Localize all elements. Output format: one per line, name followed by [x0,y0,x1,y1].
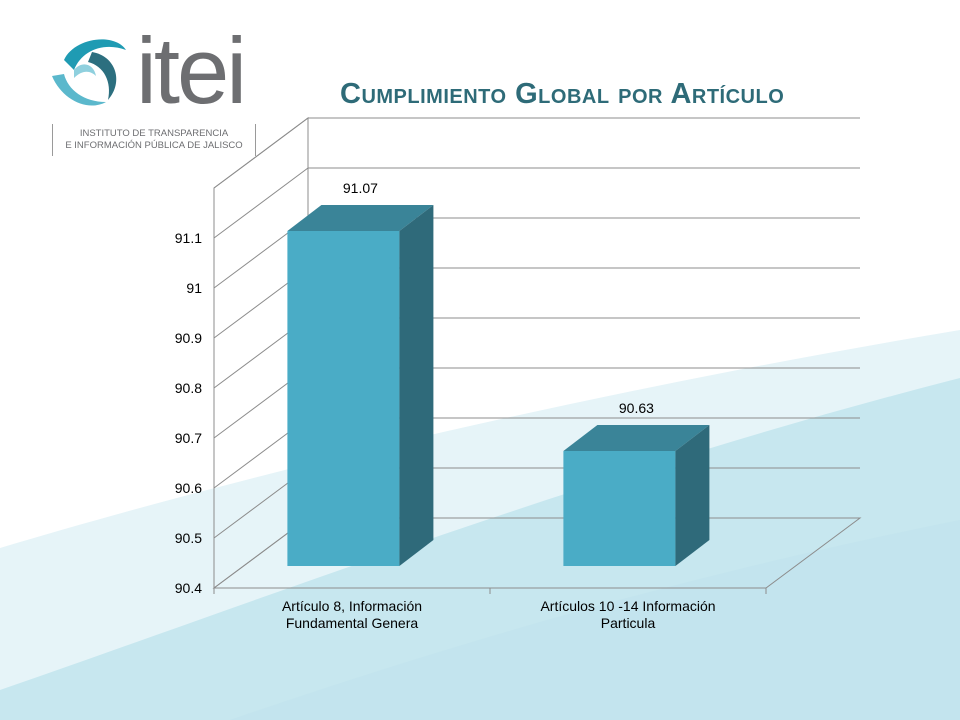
page-title: Cumplimiento Global por Artículo [340,78,785,110]
data-labels: 91.07 90.63 [343,180,654,416]
y-tick-label: 90.8 [175,380,202,396]
logo-subtitle-line2: E INFORMACIÓN PÚBLICA DE JALISCO [65,140,243,151]
y-tick-label: 90.4 [175,580,202,596]
data-label: 90.63 [619,400,654,416]
y-tick-label: 90.9 [175,330,202,346]
logo-wordmark: itei [136,18,247,123]
data-label: 91.07 [343,180,378,196]
y-axis-ticks: 90.4 90.5 90.6 90.7 90.8 90.9 91 91.1 [175,230,202,596]
bar-top [563,425,710,451]
itei-logo: itei INSTITUTO DE TRANSPARENCIA E INFORM… [44,24,264,160]
bar-front [563,451,676,566]
bar-front [287,231,400,566]
x-category-label: Artículos 10 -14 Información Particula [540,598,716,631]
gridline [213,117,860,189]
y-tick-label: 91 [186,280,202,296]
gridline [213,167,860,239]
logo-swirl-icon [52,39,126,106]
y-tick-label: 90.5 [175,530,202,546]
logo-subtitle-line1: INSTITUTO DE TRANSPARENCIA [79,128,229,139]
bar-side [675,425,710,566]
bar-top [287,205,434,231]
y-tick-label: 91.1 [175,230,202,246]
y-tick-label: 90.7 [175,430,202,446]
chart-bars [287,205,710,566]
bar [287,205,434,566]
bar-side [399,205,434,566]
bar [563,425,710,566]
y-tick-label: 90.6 [175,480,202,496]
x-category-label: Artículo 8, Información Fundamental Gener… [281,598,423,631]
logo-subtitle: INSTITUTO DE TRANSPARENCIA E INFORMACIÓN… [52,124,256,156]
